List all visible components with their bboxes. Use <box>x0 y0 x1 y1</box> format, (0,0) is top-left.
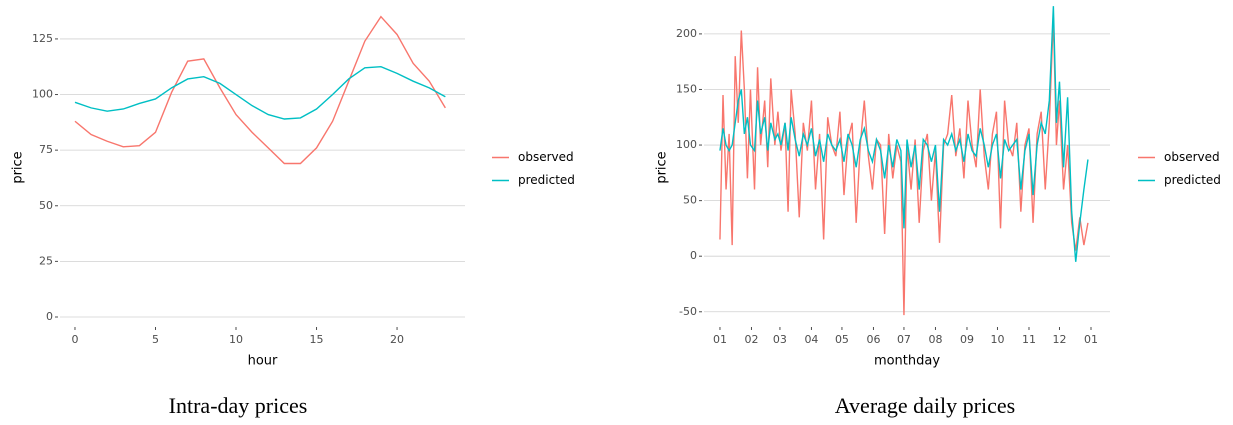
y-axis-title: price <box>655 151 670 183</box>
caption: Average daily prices <box>835 393 1015 418</box>
x-tick-label: 01 <box>1084 333 1098 346</box>
y-tick-label: 100 <box>32 88 53 101</box>
x-tick-label: 0 <box>71 333 78 346</box>
x-tick-label: 01 <box>713 333 727 346</box>
x-tick-label: 04 <box>804 333 818 346</box>
y-tick-label: 200 <box>676 27 697 40</box>
legend-label: observed <box>518 150 574 164</box>
x-tick-label: 15 <box>310 333 324 346</box>
line-series <box>719 17 1089 316</box>
x-tick-label: 20 <box>390 333 404 346</box>
x-tick-label: 06 <box>866 333 880 346</box>
x-tick-label: 5 <box>152 333 159 346</box>
y-tick-label: 0 <box>690 249 697 262</box>
line-series <box>74 15 446 165</box>
legend-label: observed <box>1164 150 1220 164</box>
y-tick-label: 25 <box>39 254 53 267</box>
x-tick-label: 10 <box>229 333 243 346</box>
x-tick-label: 07 <box>897 333 911 346</box>
line-series <box>74 66 446 120</box>
y-tick-label: -50 <box>679 305 697 318</box>
caption: Intra-day prices <box>169 393 308 418</box>
legend-label: predicted <box>1164 173 1221 187</box>
x-tick-label: 09 <box>960 333 974 346</box>
y-tick-label: 50 <box>683 194 697 207</box>
x-axis-title: hour <box>248 354 278 369</box>
x-tick-label: 02 <box>744 333 758 346</box>
y-tick-label: 75 <box>39 143 53 156</box>
y-tick-label: 125 <box>32 32 53 45</box>
x-tick-label: 12 <box>1052 333 1066 346</box>
y-tick-label: 150 <box>676 82 697 95</box>
legend-label: predicted <box>518 173 575 187</box>
y-axis-title: price <box>11 151 26 183</box>
x-tick-label: 05 <box>835 333 849 346</box>
x-tick-label: 08 <box>928 333 942 346</box>
line-series <box>719 6 1089 262</box>
x-tick-label: 10 <box>990 333 1004 346</box>
y-tick-label: 0 <box>46 310 53 323</box>
y-tick-label: 50 <box>39 199 53 212</box>
x-axis-title: monthday <box>874 354 940 369</box>
y-tick-label: 100 <box>676 138 697 151</box>
x-tick-label: 11 <box>1022 333 1036 346</box>
x-tick-label: 03 <box>773 333 787 346</box>
